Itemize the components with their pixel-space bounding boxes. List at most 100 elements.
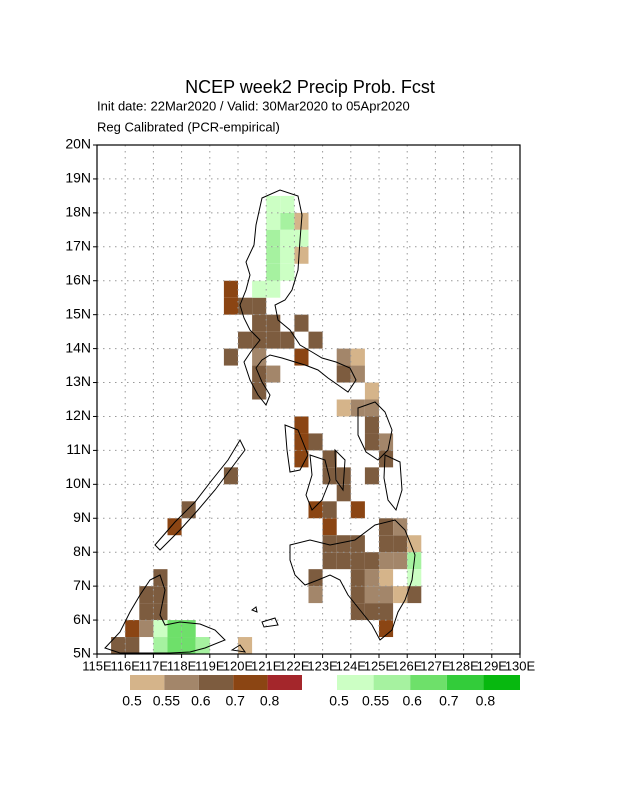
coastline: [305, 454, 331, 511]
grid-cell: [350, 586, 365, 604]
axes: 115E116E117E118E119E120E121E122E123E124E…: [65, 136, 535, 674]
grid-cell: [280, 246, 295, 264]
x-tick-label: 121E: [251, 658, 282, 673]
subtitle: Reg Calibrated (PCR-empirical): [97, 119, 280, 134]
grid-cell: [350, 348, 365, 366]
grid-cell: [350, 569, 365, 587]
grid-cell: [153, 586, 168, 604]
grid-cell: [223, 280, 238, 298]
grid-cell: [280, 331, 295, 349]
x-tick-label: 127E: [420, 658, 451, 673]
grid-cell: [350, 501, 365, 519]
grid-cell: [336, 365, 351, 383]
x-tick-label: 125E: [364, 658, 395, 673]
grid-cell: [379, 569, 394, 587]
grid-cell: [280, 229, 295, 247]
legend-label: 0.55: [362, 693, 389, 709]
grid-cell: [379, 535, 394, 553]
grid-cell: [336, 484, 351, 502]
legend-label: 0.6: [191, 693, 211, 709]
grid: [97, 145, 520, 654]
x-tick-label: 119E: [195, 658, 225, 673]
grid-cell: [294, 314, 309, 332]
grid-cell: [266, 280, 281, 298]
grid-cell: [223, 467, 238, 485]
x-tick-label: 128E: [448, 658, 479, 673]
grid-cell: [125, 620, 140, 638]
legend-label: 0.5: [122, 693, 142, 709]
y-tick-label: 12N: [65, 407, 91, 423]
legend-label: 0.7: [439, 693, 459, 709]
grid-cell: [266, 365, 281, 383]
grid-cell: [294, 348, 309, 366]
chart-title: NCEP week2 Precip Prob. Fcst: [185, 77, 435, 97]
legend-label: 0.5: [329, 693, 349, 709]
grid-cell: [364, 603, 379, 621]
grid-cell: [181, 637, 196, 654]
grid-cell: [322, 535, 337, 553]
legend-swatch: [446, 675, 484, 690]
grid-cell: [393, 518, 408, 536]
grid-cell: [252, 365, 267, 383]
y-tick-label: 13N: [65, 373, 91, 389]
grid-cell: [350, 535, 365, 553]
grid-cell: [364, 433, 379, 451]
grid-cell: [308, 501, 323, 519]
y-tick-label: 7N: [73, 577, 91, 593]
x-tick-label: 129E: [477, 658, 508, 673]
coastline: [284, 424, 309, 473]
grid-cell: [252, 297, 267, 315]
subtitle: Init date: 22Mar2020 / Valid: 30Mar2020 …: [97, 98, 410, 113]
grid-cell: [336, 535, 351, 553]
y-tick-label: 10N: [65, 475, 91, 491]
grid-cell: [294, 416, 309, 434]
grid-cell: [407, 569, 422, 587]
x-tick-label: 115E: [82, 658, 112, 673]
legend-label: 0.8: [476, 693, 496, 709]
coastline: [230, 606, 279, 653]
grid-cell: [280, 212, 295, 230]
x-tick-label: 124E: [336, 658, 367, 673]
grid-cell: [407, 535, 422, 553]
legend-swatch: [267, 675, 302, 690]
coastline: [357, 401, 393, 461]
legend-swatch: [164, 675, 199, 690]
grid-cell: [181, 620, 196, 638]
grid-cell: [379, 433, 394, 451]
grid-cell: [350, 365, 365, 383]
grid-cell: [379, 586, 394, 604]
x-tick-label: 118E: [167, 658, 197, 673]
grid-cell: [364, 382, 379, 400]
grid-cell: [393, 535, 408, 553]
grid-cell: [308, 331, 323, 349]
grid-cell: [153, 620, 168, 638]
x-tick-label: 130E: [505, 658, 536, 673]
grid-cell: [167, 518, 182, 536]
grid-cell: [266, 229, 281, 247]
grid-cell: [266, 212, 281, 230]
grid-cell: [223, 348, 238, 366]
grid-cell: [252, 280, 267, 298]
grid-cell: [379, 552, 394, 570]
x-tick-label: 123E: [307, 658, 338, 673]
grid-cell: [181, 501, 196, 519]
legend-swatch: [198, 675, 234, 690]
y-tick-label: 14N: [65, 339, 91, 355]
grid-cell: [350, 552, 365, 570]
y-tick-label: 18N: [65, 204, 91, 220]
coastline: [154, 438, 246, 551]
grid-cell: [393, 586, 408, 604]
y-tick-label: 19N: [65, 170, 91, 186]
grid-cell: [167, 620, 182, 638]
grid-cell: [322, 450, 337, 468]
coastline: [239, 189, 357, 406]
grid-cell: [364, 467, 379, 485]
grid-cell: [294, 450, 309, 468]
legend-swatch: [130, 675, 165, 690]
y-tick-label: 20N: [65, 136, 91, 152]
y-tick-label: 6N: [73, 611, 91, 627]
grid-cell: [308, 586, 323, 604]
x-tick-label: 116E: [110, 658, 140, 673]
grid-cell: [252, 314, 267, 332]
